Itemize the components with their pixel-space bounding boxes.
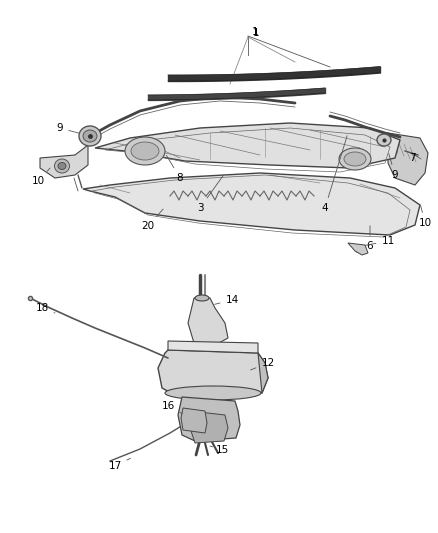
Polygon shape [158,350,268,395]
Polygon shape [258,353,268,393]
Text: 8: 8 [166,156,184,183]
Ellipse shape [195,295,209,301]
Text: 4: 4 [321,136,347,213]
Text: 12: 12 [251,358,275,370]
Polygon shape [188,298,228,348]
Text: 1: 1 [252,27,258,37]
Polygon shape [388,133,428,185]
Text: 10: 10 [418,206,431,228]
Text: 15: 15 [210,445,229,455]
Text: 9: 9 [389,154,398,180]
Text: 18: 18 [35,303,55,313]
Ellipse shape [165,386,261,400]
Polygon shape [190,411,228,443]
Text: 17: 17 [108,458,131,471]
Ellipse shape [79,126,101,146]
Text: 1: 1 [253,28,259,38]
Text: 9: 9 [57,123,79,133]
Ellipse shape [125,137,165,165]
Ellipse shape [377,134,391,146]
Ellipse shape [54,159,70,173]
Polygon shape [95,123,400,168]
Text: 10: 10 [32,168,50,186]
Ellipse shape [58,163,66,169]
Polygon shape [83,173,420,235]
Ellipse shape [344,152,366,166]
Polygon shape [40,145,88,178]
Ellipse shape [131,142,159,160]
Text: 3: 3 [197,175,223,213]
Ellipse shape [83,130,97,142]
Polygon shape [348,243,368,255]
Text: 7: 7 [409,153,415,163]
Text: 14: 14 [215,295,239,305]
Polygon shape [181,408,207,433]
Polygon shape [168,341,258,353]
Text: 6: 6 [367,226,373,251]
Text: 20: 20 [141,209,163,231]
Ellipse shape [339,148,371,170]
Polygon shape [178,397,240,441]
Text: 16: 16 [161,401,183,414]
Text: 11: 11 [365,236,395,246]
